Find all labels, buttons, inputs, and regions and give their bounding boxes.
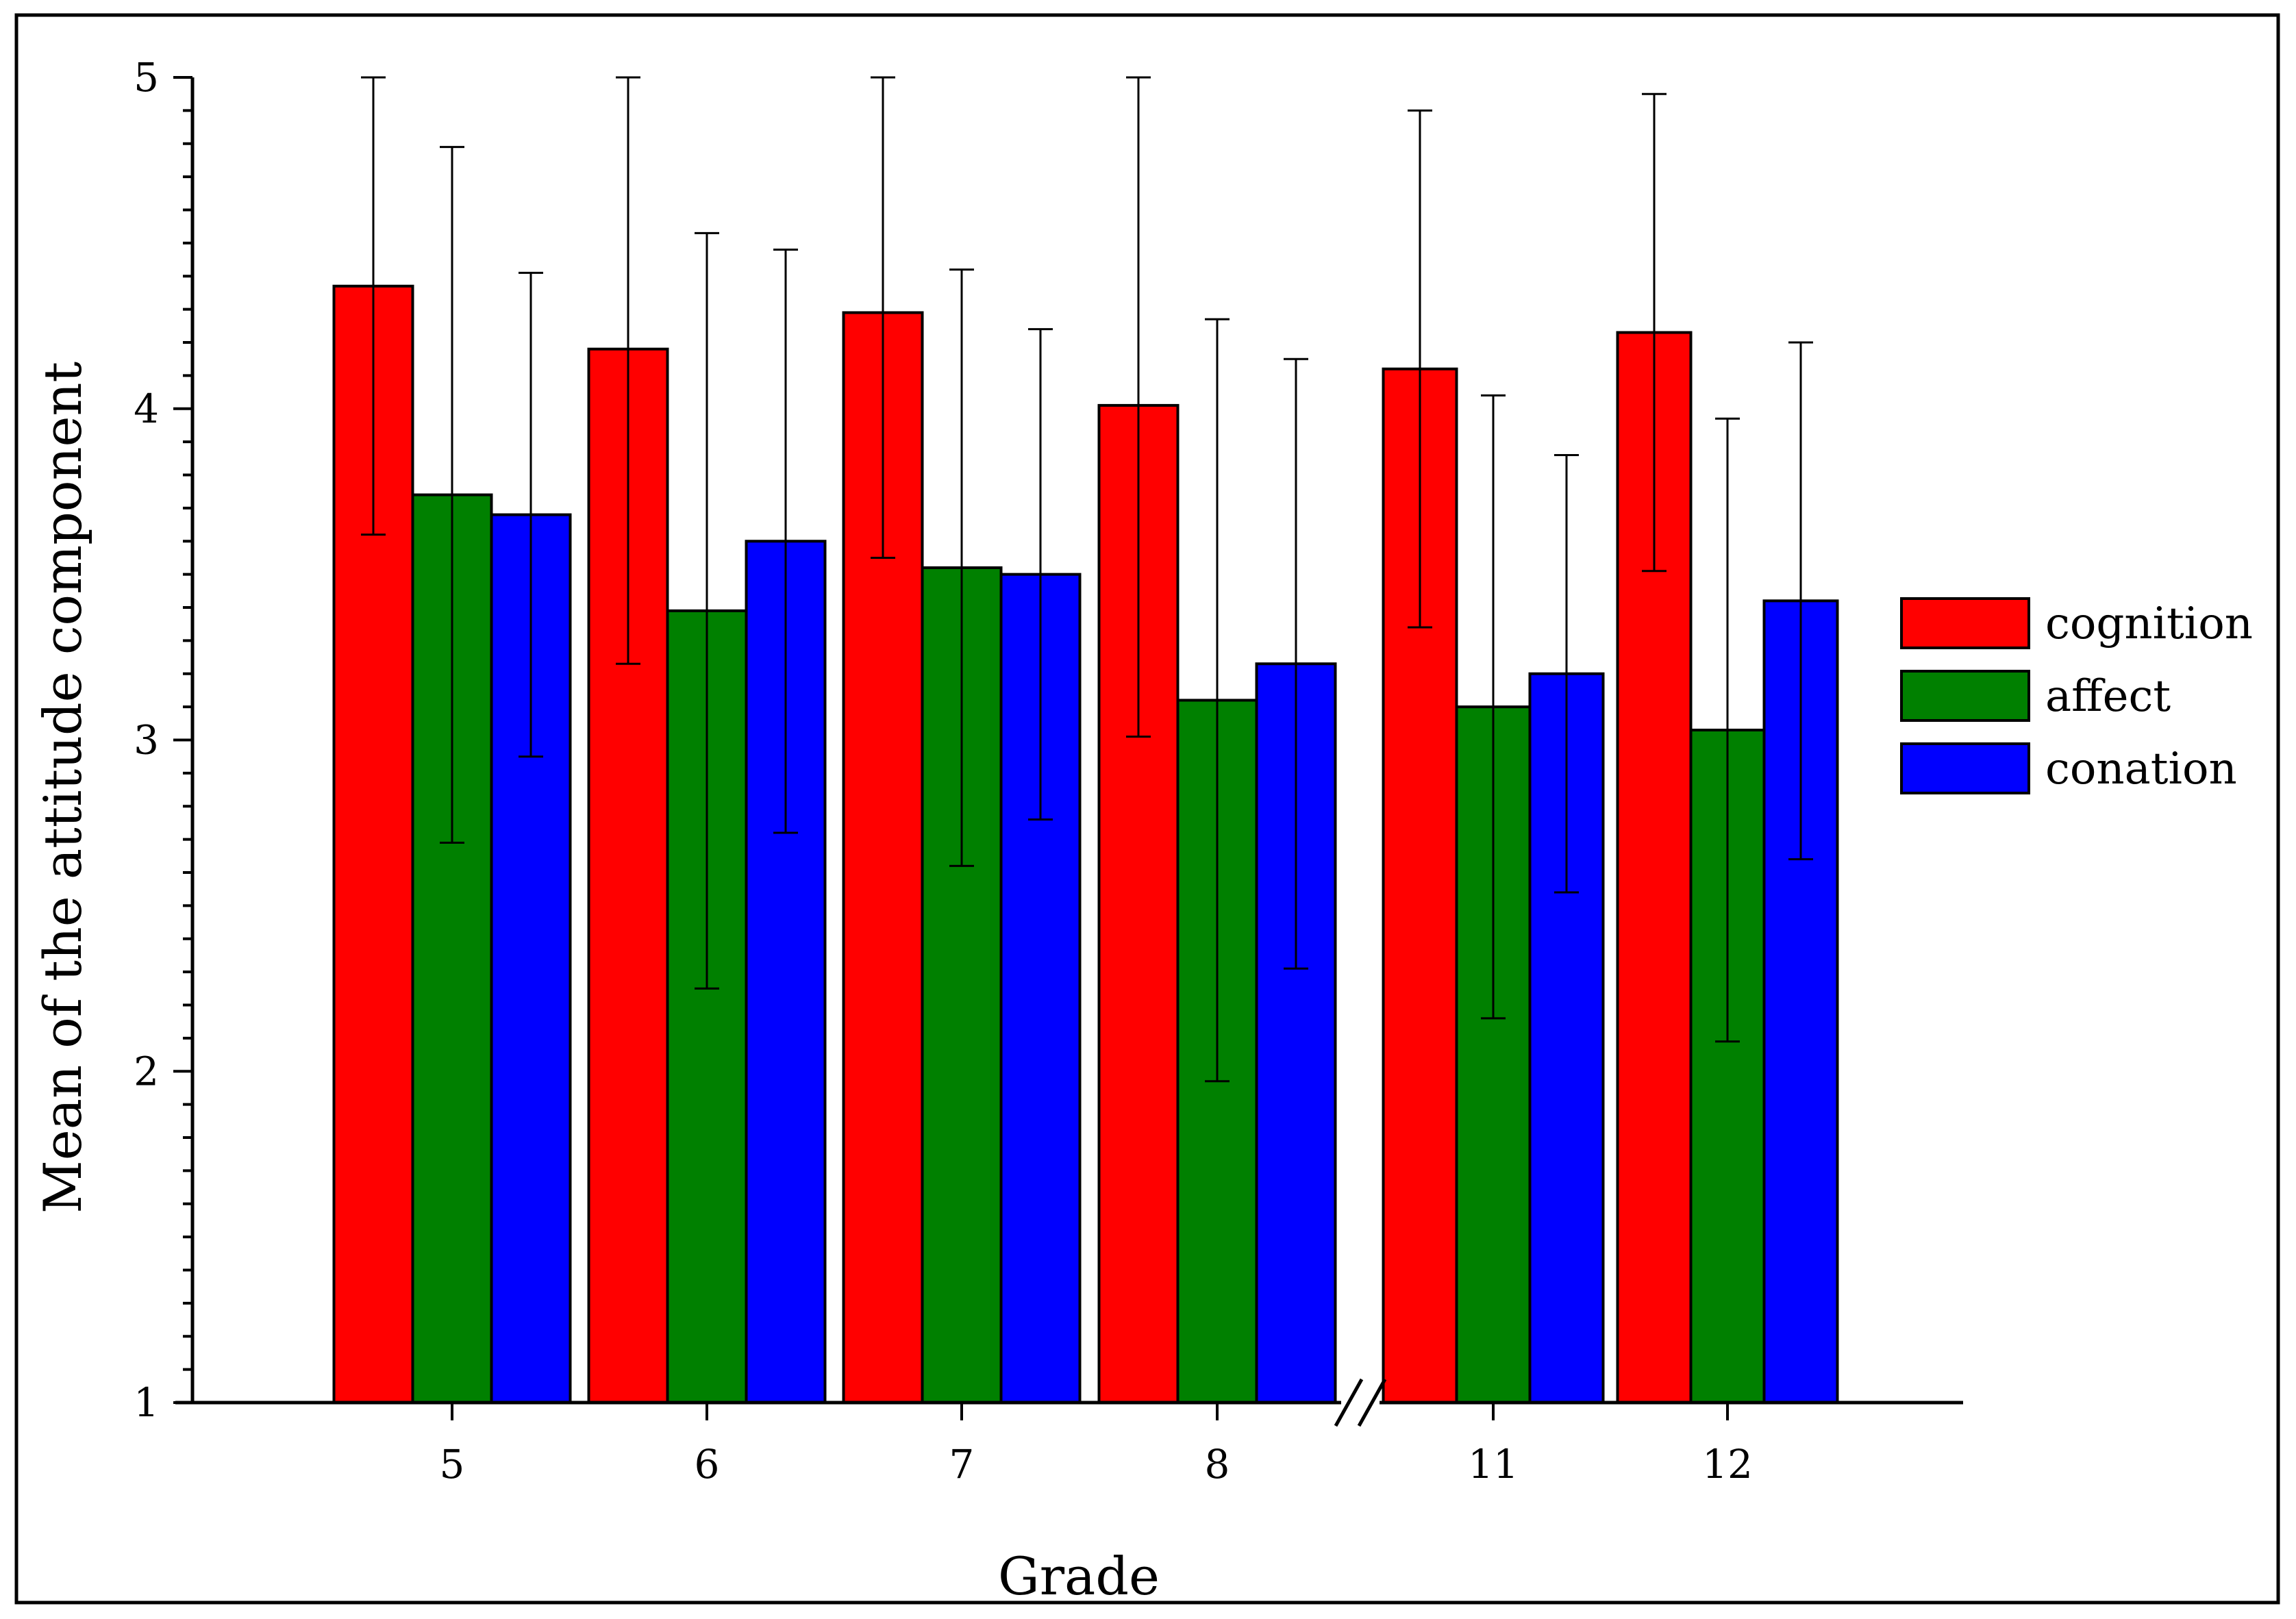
x-tick-label-7: 7 [949,1441,975,1488]
bar-conation-grade-5 [490,513,572,1404]
x-axis-title: Grade [998,1546,1160,1607]
y-tick-label-3: 3 [134,717,159,764]
axis-break-mark [1334,1378,1387,1427]
x-tick-label-12: 12 [1702,1441,1753,1488]
y-tick-label-4: 4 [134,386,159,432]
x-tick-label-11: 11 [1468,1441,1519,1488]
x-tick-label-5: 5 [440,1441,465,1488]
bar-cognition-grade-12 [1616,331,1693,1404]
x-tick-label-8: 8 [1205,1441,1230,1488]
legend-label-affect: affect [2045,671,2171,722]
y-tick-label-1: 1 [134,1379,159,1426]
axis-break-slash-2 [1357,1378,1387,1427]
legend-label-conation: conation [2045,744,2237,794]
legend-swatch-cognition [1900,597,2030,649]
x-ticks-layer: 5 6 7 8 11 12 [440,1403,1753,1488]
legend-label-cognition: cognition [2045,599,2253,649]
y-axis-title: Mean of the attitude component [32,362,93,1214]
legend-swatch-affect [1900,670,2030,722]
y-tick-label-5: 5 [134,54,159,101]
error-bars-layer [361,76,1813,1083]
y-ticks-layer: 1 2 3 4 5 [134,54,192,1426]
axis-break-slash-1 [1334,1378,1364,1427]
legend-swatch-conation [1900,742,2030,794]
x-tick-label-6: 6 [695,1441,720,1488]
legend: cognition affect conation [1900,597,2253,794]
y-tick-label-2: 2 [134,1048,159,1094]
